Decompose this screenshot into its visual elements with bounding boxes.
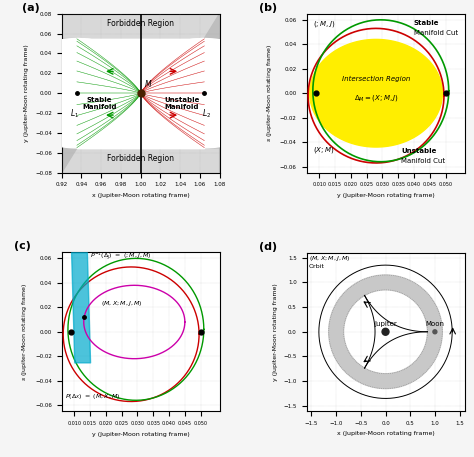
Y-axis label: y (Jupiter-Moon rotating frame): y (Jupiter-Moon rotating frame) <box>273 283 278 381</box>
Text: Forbidden Region: Forbidden Region <box>107 154 174 163</box>
Text: Manifold Cut: Manifold Cut <box>401 158 446 164</box>
Text: $L_1$: $L_1$ <box>71 107 80 120</box>
X-axis label: y (Jupiter-Moon rotating frame): y (Jupiter-Moon rotating frame) <box>92 431 190 436</box>
Text: $P^{-1}(\Delta_J)\ =\ (;M,J,M)$: $P^{-1}(\Delta_J)\ =\ (;M,J,M)$ <box>90 251 152 262</box>
Text: Unstable: Unstable <box>401 148 437 154</box>
Text: $(X;M)$: $(X;M)$ <box>313 145 334 155</box>
Text: Moon: Moon <box>425 321 445 327</box>
Text: Intersection Region: Intersection Region <box>342 76 410 82</box>
X-axis label: x (Jupiter-Moon rotating frame): x (Jupiter-Moon rotating frame) <box>337 431 434 436</box>
Text: $M$: $M$ <box>144 78 152 89</box>
Polygon shape <box>204 93 276 173</box>
Text: (d): (d) <box>259 242 277 252</box>
Text: $(M,X;M,J,M)$: $(M,X;M,J,M)$ <box>101 299 142 308</box>
Text: Stable
Manifold: Stable Manifold <box>82 97 117 110</box>
Text: Forbidden Region: Forbidden Region <box>107 19 174 27</box>
Text: Jupiter: Jupiter <box>374 321 397 327</box>
Polygon shape <box>5 38 149 148</box>
X-axis label: y (Jupiter-Moon rotating frame): y (Jupiter-Moon rotating frame) <box>337 193 434 198</box>
Polygon shape <box>310 39 442 147</box>
Text: $(M,X;M,J,M)$: $(M,X;M,J,M)$ <box>309 254 350 263</box>
Text: Orbit: Orbit <box>309 264 325 269</box>
Polygon shape <box>132 38 276 148</box>
Text: $(;M,J)$: $(;M,J)$ <box>313 20 335 29</box>
Text: $L_2$: $L_2$ <box>202 107 211 120</box>
Text: (b): (b) <box>259 3 277 12</box>
Y-axis label: $s$ (Jupiter-Moon rotating frame): $s$ (Jupiter-Moon rotating frame) <box>20 282 29 381</box>
X-axis label: x (Jupiter-Moon rotating frame): x (Jupiter-Moon rotating frame) <box>92 193 190 198</box>
Polygon shape <box>5 38 149 148</box>
Text: Unstable
Manifold: Unstable Manifold <box>164 97 200 110</box>
Text: Stable: Stable <box>414 20 439 26</box>
Y-axis label: $s$ (Jupiter-Moon rotating frame): $s$ (Jupiter-Moon rotating frame) <box>265 44 274 143</box>
Polygon shape <box>5 14 77 93</box>
Text: (c): (c) <box>14 241 31 251</box>
Polygon shape <box>204 14 276 93</box>
Text: Manifold Cut: Manifold Cut <box>414 30 458 36</box>
Circle shape <box>382 328 389 335</box>
Y-axis label: y (Jupiter-Moon rotating frame): y (Jupiter-Moon rotating frame) <box>25 44 29 142</box>
Text: $\Delta_M = (X;M,J)$: $\Delta_M = (X;M,J)$ <box>354 93 399 103</box>
Circle shape <box>433 330 437 334</box>
Polygon shape <box>5 93 77 173</box>
Polygon shape <box>132 38 276 148</box>
Text: $P(\Delta_X)\ =\ (M,X;M)$: $P(\Delta_X)\ =\ (M,X;M)$ <box>65 392 120 401</box>
Text: (a): (a) <box>22 3 40 12</box>
